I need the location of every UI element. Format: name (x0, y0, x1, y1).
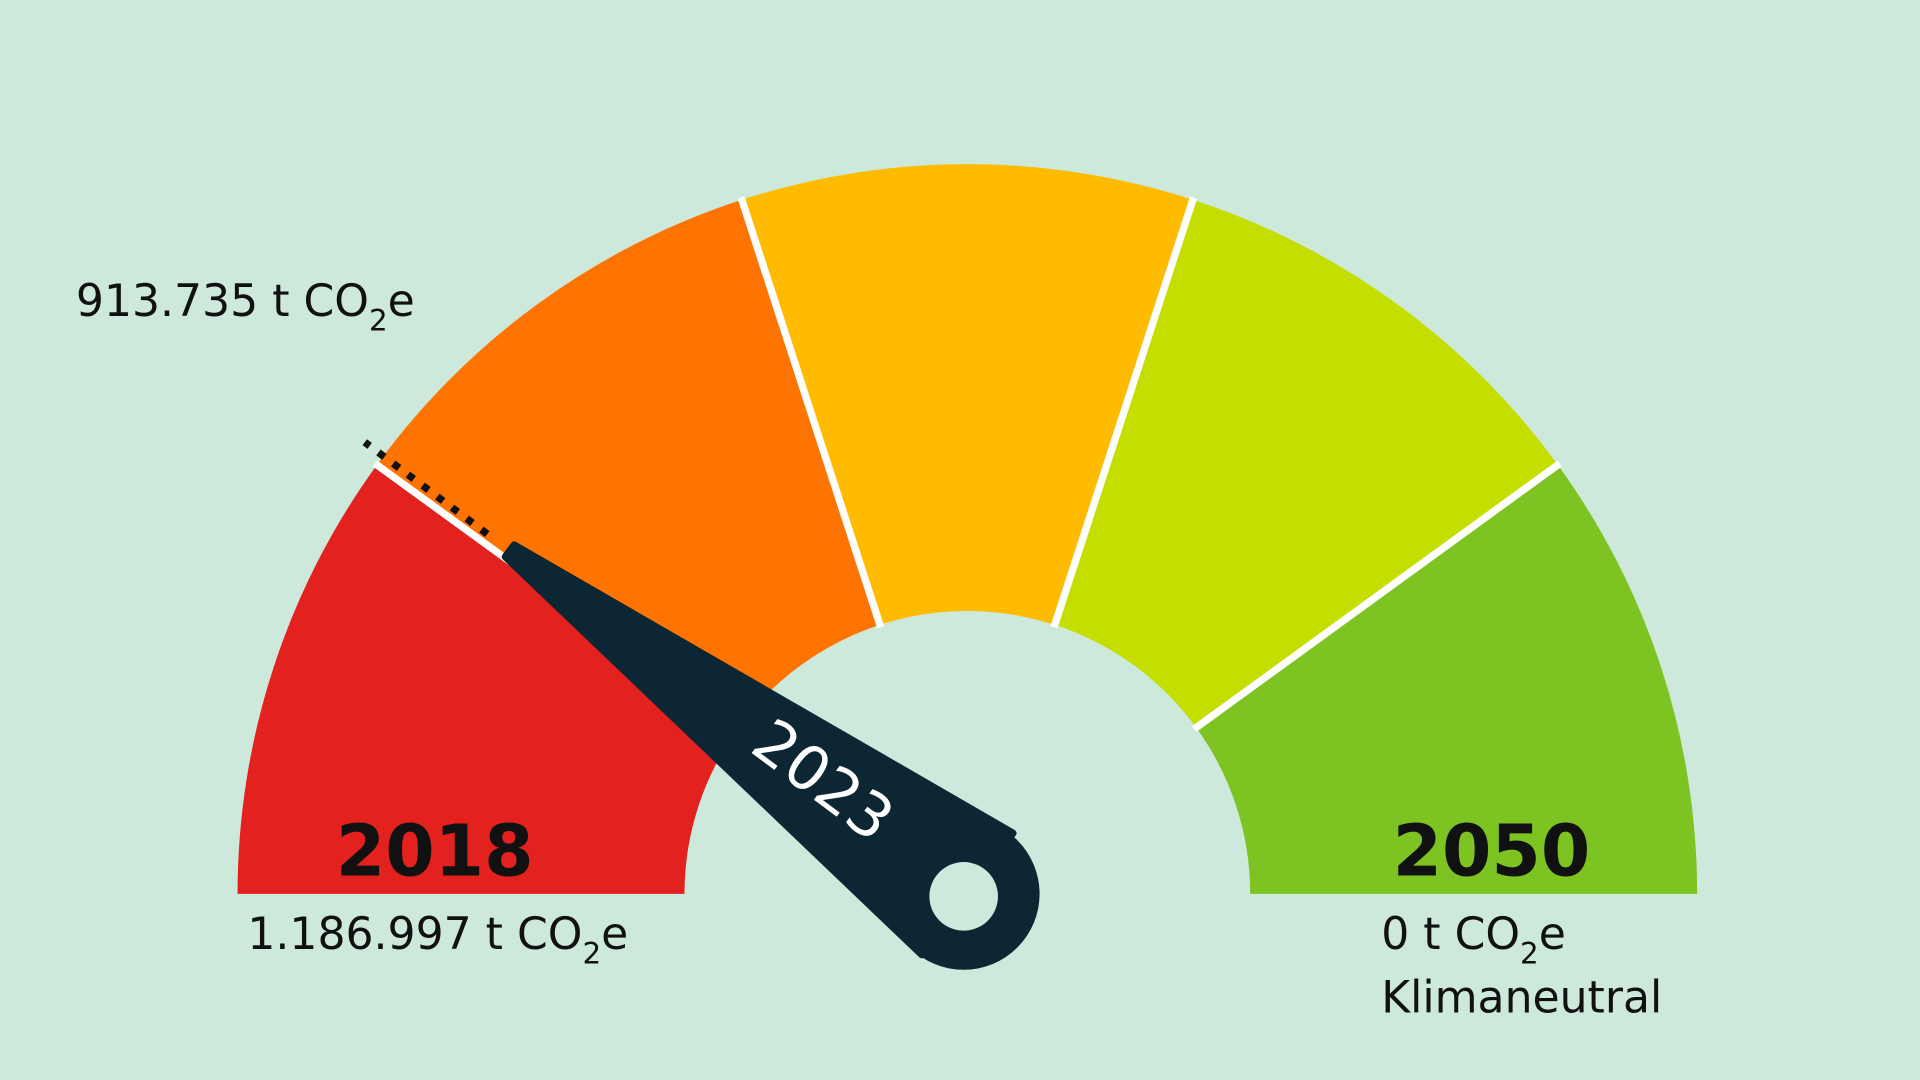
gauge-segment-4 (1054, 199, 1558, 728)
gauge-segment-2 (376, 199, 880, 728)
end-year-label: 2050 (1393, 810, 1591, 893)
end-note-label: Klimaneutral (1381, 973, 1662, 1024)
gauge-segments (237, 164, 1698, 894)
start-year-label: 2018 (336, 810, 534, 893)
current-value-label: 913.735 t CO2e (76, 276, 415, 338)
segment-divider (1050, 196, 1198, 629)
gauge-segment-5 (1196, 464, 1698, 894)
gauge-segment-1 (237, 464, 739, 894)
gauge-segment-3 (741, 164, 1193, 625)
segment-divider (1192, 460, 1562, 733)
current-value-dotted-leader (362, 439, 490, 537)
end-value-label: 0 t CO2e (1381, 909, 1566, 971)
needle-hub-hole (929, 862, 998, 931)
start-value-label: 1.186.997 t CO2e (247, 909, 628, 971)
segment-divider (737, 196, 885, 629)
gauge-needle (501, 541, 1040, 970)
